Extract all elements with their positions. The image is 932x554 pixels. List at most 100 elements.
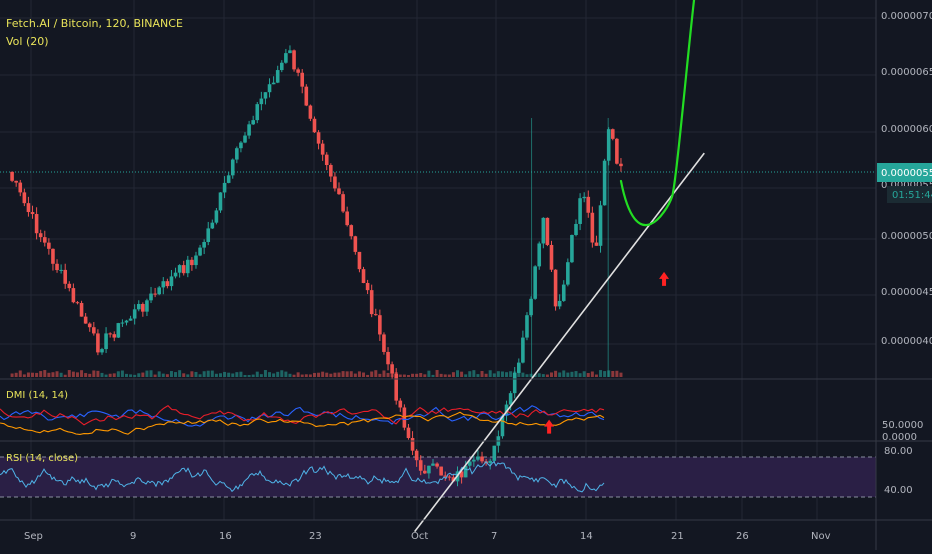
volume-bar: [288, 373, 292, 377]
candle-body: [324, 154, 329, 166]
time-axis[interactable]: Sep 9 16 23 Oct 7 14 21 26 Nov: [24, 531, 831, 542]
drawings[interactable]: [414, 0, 705, 533]
volume-bar: [292, 374, 296, 377]
candle-body: [226, 175, 231, 183]
time-label: Sep: [24, 531, 43, 542]
volume-bar: [472, 370, 476, 377]
candle-body: [333, 176, 337, 189]
dmi-lines: [0, 405, 605, 435]
volume-bar: [35, 372, 39, 377]
volume-bar: [619, 372, 623, 377]
candle-body: [598, 205, 603, 246]
candle-body: [329, 165, 333, 177]
volume-bar: [378, 373, 382, 377]
candle-body: [467, 461, 472, 466]
candle-body: [512, 372, 517, 394]
candle-body: [615, 138, 619, 164]
candle-body: [279, 62, 284, 71]
volume-bar: [169, 371, 173, 377]
candle-body: [153, 293, 157, 295]
volume-bar: [198, 374, 202, 377]
candle-body: [296, 69, 300, 73]
volume-bar: [80, 370, 84, 377]
volume-bar: [460, 371, 464, 377]
volume-bar: [304, 374, 308, 377]
candle-body: [521, 337, 525, 363]
candle-body: [406, 427, 411, 438]
candle-body: [239, 142, 243, 149]
candle-body: [10, 171, 14, 181]
volume-bar: [251, 374, 255, 377]
volume-bar: [39, 371, 43, 377]
rsi-tick: 80.00: [884, 446, 913, 457]
time-label: 14: [580, 531, 593, 542]
last-price-value: 0.00000556: [881, 168, 932, 179]
volume-bar: [145, 370, 149, 377]
candle-body: [553, 269, 558, 307]
volume-bar: [71, 371, 75, 377]
volume-label[interactable]: Vol (20): [6, 35, 49, 48]
volume-bar: [456, 370, 460, 377]
volume-bar: [63, 374, 67, 377]
volume-bar: [223, 371, 227, 377]
candle-body: [517, 362, 521, 373]
candle-body: [202, 241, 206, 248]
volume-bar: [415, 373, 419, 377]
volume-bar: [55, 371, 59, 377]
volume-bar: [366, 374, 370, 377]
volume-bar: [59, 372, 63, 377]
candle-body: [378, 315, 382, 335]
volume-bar: [153, 374, 157, 377]
volume-bar: [329, 373, 333, 377]
candle-body: [472, 459, 476, 462]
volume-bar: [362, 372, 366, 377]
candle-body: [312, 118, 317, 133]
volume-bar: [84, 373, 88, 377]
volume-bar: [206, 370, 210, 377]
candle-body: [132, 309, 137, 319]
candle-body: [431, 463, 435, 466]
candle-body: [566, 262, 570, 285]
candle-body: [22, 192, 27, 204]
volume-bar: [607, 370, 611, 377]
candle-body: [447, 476, 452, 478]
candle-body: [590, 212, 595, 243]
volume-bar: [549, 372, 553, 377]
volume-bar: [435, 370, 439, 377]
candle-body: [120, 322, 125, 324]
volume-bar: [239, 371, 243, 377]
candle-body: [263, 92, 268, 99]
volume-bar: [88, 373, 92, 377]
candle-body: [128, 318, 133, 321]
time-label: 23: [309, 531, 322, 542]
volume-bar: [517, 371, 521, 377]
volume-bar: [296, 372, 300, 377]
candle-body: [173, 272, 178, 277]
volume-bar: [92, 370, 96, 377]
volume-bar: [137, 373, 141, 377]
volume-bar: [317, 372, 321, 377]
candle-body: [136, 304, 141, 310]
volume-bar: [496, 371, 500, 377]
rsi-label[interactable]: RSI (14, close): [6, 453, 78, 464]
dmi-label[interactable]: DMI (14, 14): [6, 390, 68, 401]
volume-bar: [280, 370, 284, 377]
candle-body: [194, 255, 198, 266]
volume-bar: [590, 371, 594, 377]
volume-bar: [120, 370, 124, 377]
volume-bar: [178, 370, 182, 377]
candle-body: [63, 269, 68, 284]
candle-body: [230, 159, 235, 176]
volume-bar: [427, 370, 431, 377]
symbol-title[interactable]: Fetch.AI / Bitcoin, 120, BINANCE: [6, 17, 183, 30]
volume-bar: [26, 372, 30, 377]
candle-body: [161, 281, 166, 288]
candle-body: [34, 214, 39, 234]
